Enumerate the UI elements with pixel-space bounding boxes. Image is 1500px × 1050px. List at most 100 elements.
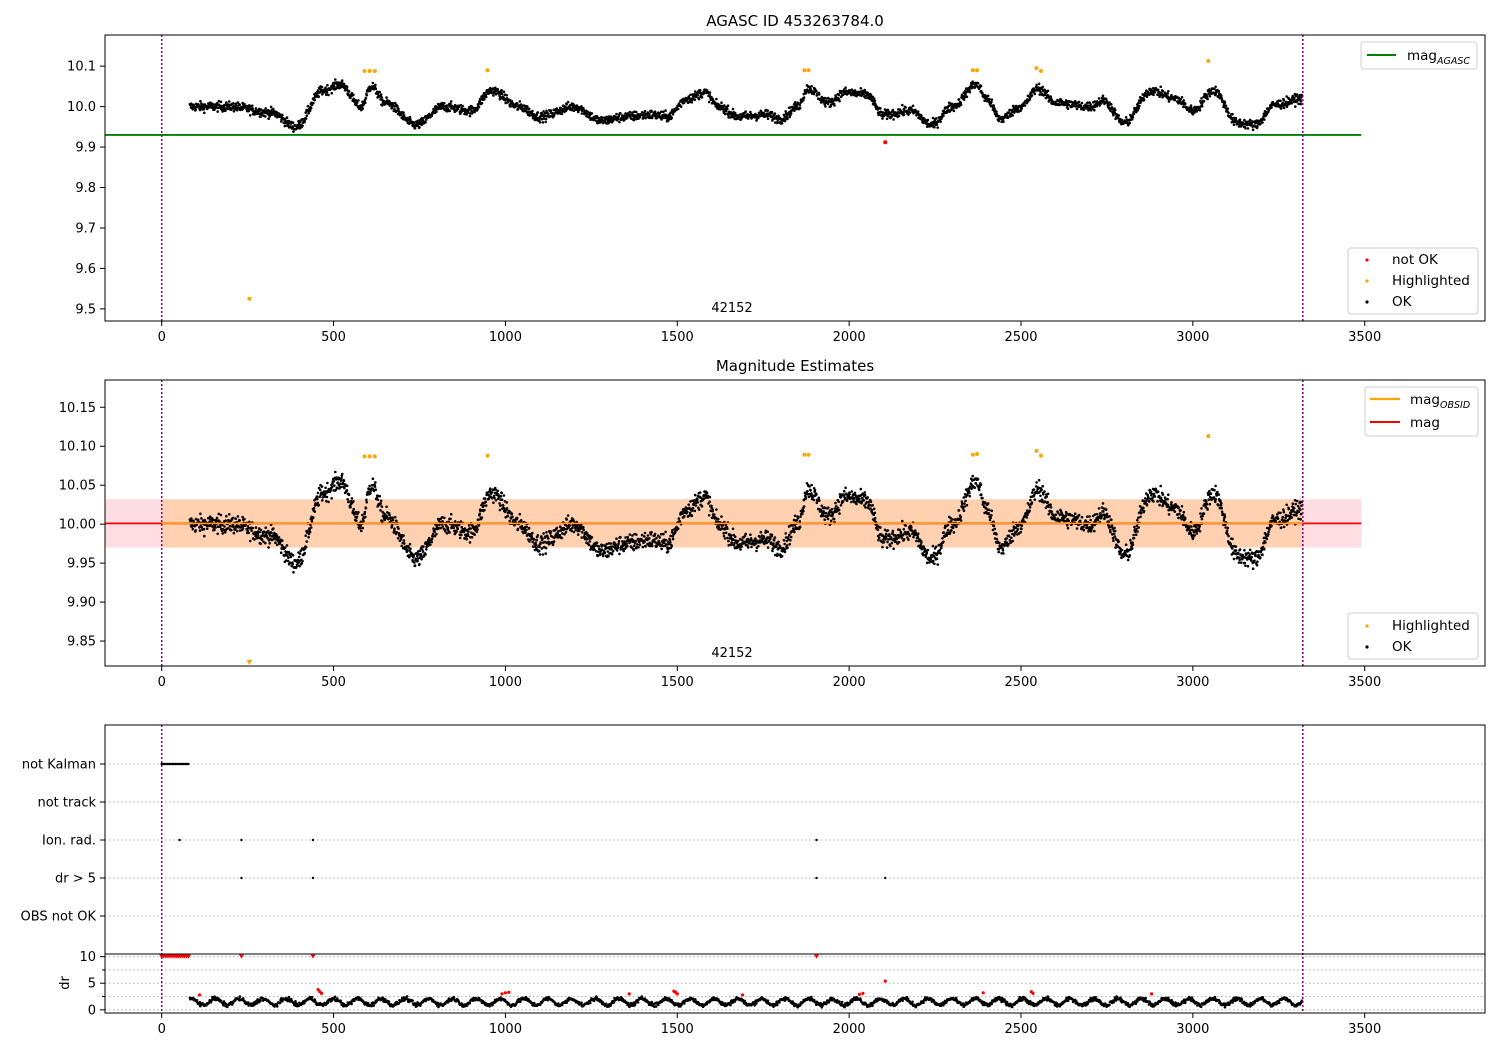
ok-point bbox=[873, 99, 877, 103]
ok-point bbox=[618, 120, 621, 124]
ok-point bbox=[1208, 94, 1212, 98]
ok-point bbox=[780, 122, 784, 125]
ok-point bbox=[720, 515, 723, 518]
ok-point bbox=[238, 103, 241, 106]
ok-point bbox=[644, 545, 647, 548]
ok-point bbox=[726, 104, 730, 107]
ok-point bbox=[770, 114, 773, 118]
ok-point bbox=[799, 515, 802, 518]
ok-point bbox=[345, 484, 349, 488]
ok-point bbox=[333, 85, 336, 88]
ok-point bbox=[793, 101, 797, 104]
ok-point bbox=[202, 107, 206, 111]
ok-point bbox=[374, 87, 378, 90]
ok-point bbox=[248, 114, 252, 117]
ok-point bbox=[754, 537, 757, 540]
ok-point bbox=[198, 108, 202, 112]
ok-point bbox=[780, 555, 784, 558]
ok-point bbox=[818, 499, 821, 502]
ok-point bbox=[306, 104, 310, 108]
ok-point bbox=[739, 548, 742, 551]
x-tick-label: 2500 bbox=[1004, 330, 1037, 345]
ok-point bbox=[1189, 104, 1193, 107]
ok-point bbox=[216, 106, 220, 110]
ok-point bbox=[378, 90, 382, 94]
ok-point bbox=[395, 109, 399, 113]
ok-point bbox=[813, 489, 817, 492]
ok-point bbox=[587, 543, 591, 547]
ok-point bbox=[727, 539, 730, 543]
not-ok-point bbox=[883, 140, 888, 145]
ok-point bbox=[935, 123, 939, 126]
ok-point bbox=[473, 533, 476, 536]
ok-point bbox=[690, 514, 694, 518]
ok-point bbox=[1152, 93, 1155, 97]
ok-point bbox=[741, 539, 744, 542]
ok-point bbox=[597, 545, 601, 548]
ok-point bbox=[1179, 98, 1182, 101]
x-tick-label: 3500 bbox=[1348, 330, 1381, 345]
ok-point bbox=[266, 529, 270, 533]
ok-point bbox=[433, 530, 436, 534]
y-tick-label: 9.9 bbox=[75, 141, 96, 156]
ok-point bbox=[525, 528, 528, 532]
ok-point bbox=[200, 526, 204, 529]
ok-point bbox=[585, 537, 589, 541]
ok-point bbox=[775, 545, 778, 549]
ok-point bbox=[541, 553, 545, 556]
ok-point bbox=[736, 114, 740, 117]
ok-point bbox=[850, 93, 853, 97]
ok-point bbox=[409, 547, 412, 550]
y-tick-label: 9.7 bbox=[75, 221, 96, 236]
ok-point bbox=[777, 114, 780, 118]
ok-point bbox=[641, 117, 645, 120]
ok-point bbox=[217, 99, 221, 103]
ok-point bbox=[413, 561, 416, 564]
ok-point bbox=[494, 499, 498, 502]
ok-point bbox=[993, 107, 996, 111]
x-tick-label: 2000 bbox=[833, 330, 866, 345]
ok-point bbox=[763, 542, 767, 545]
ok-point bbox=[601, 554, 605, 558]
ok-point bbox=[379, 499, 383, 503]
ok-point bbox=[770, 533, 774, 537]
ok-point bbox=[194, 108, 197, 112]
ok-point bbox=[494, 92, 498, 96]
ok-point bbox=[1299, 100, 1303, 103]
ok-point bbox=[578, 529, 581, 533]
ok-point bbox=[724, 109, 728, 113]
ok-point bbox=[658, 536, 662, 539]
ok-point bbox=[287, 556, 290, 559]
ok-point bbox=[606, 550, 610, 553]
ok-point bbox=[493, 496, 496, 500]
ok-point bbox=[350, 497, 354, 500]
ok-point bbox=[499, 95, 502, 99]
ok-point bbox=[595, 541, 599, 544]
ok-point bbox=[279, 120, 283, 123]
ok-point bbox=[796, 102, 800, 105]
ok-point bbox=[225, 514, 228, 518]
ok-point bbox=[335, 86, 339, 90]
ok-point bbox=[231, 102, 235, 105]
ok-point bbox=[476, 108, 479, 111]
ok-point bbox=[891, 108, 895, 112]
ok-point bbox=[560, 536, 564, 540]
ok-point bbox=[842, 489, 846, 493]
ok-point bbox=[793, 514, 797, 518]
ok-point bbox=[544, 120, 547, 124]
ok-point bbox=[1200, 97, 1203, 100]
ok-point bbox=[357, 99, 360, 102]
ok-point bbox=[342, 479, 346, 483]
ok-point bbox=[588, 540, 592, 543]
ok-point bbox=[1153, 91, 1157, 94]
ok-point bbox=[498, 508, 502, 512]
ok-point bbox=[312, 101, 315, 105]
ok-point bbox=[872, 97, 876, 100]
ok-point bbox=[542, 110, 545, 113]
ok-point bbox=[422, 117, 425, 120]
ok-point bbox=[500, 89, 504, 92]
ok-point bbox=[279, 551, 283, 554]
ok-point bbox=[285, 116, 289, 119]
ok-point bbox=[531, 109, 534, 113]
ok-point bbox=[1214, 85, 1217, 89]
